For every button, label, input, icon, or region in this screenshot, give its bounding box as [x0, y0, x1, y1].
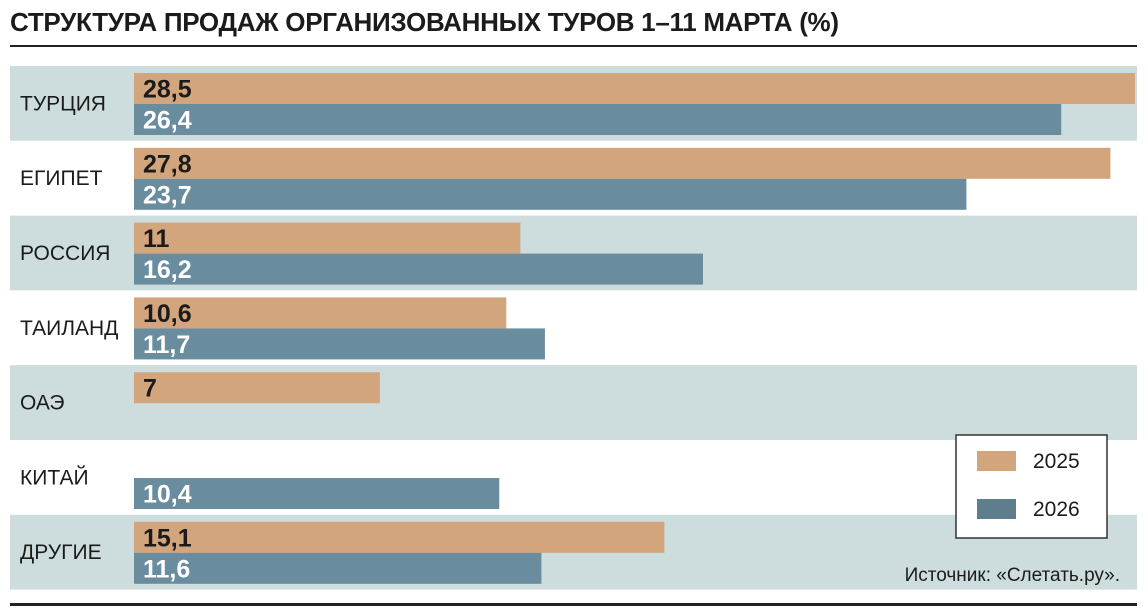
- legend-label-2025: 2025: [1033, 450, 1080, 473]
- value-label-2026-1: 26,4: [143, 107, 192, 135]
- value-label-2025-1: 28,5: [143, 76, 192, 104]
- bar-2026-7: [134, 552, 542, 584]
- category-label-4: ТАИЛАНД: [20, 317, 118, 340]
- category-label-3: РОССИЯ: [20, 242, 110, 265]
- value-label-2025-2: 27,8: [143, 150, 192, 178]
- bar-2025-5: [134, 372, 380, 404]
- legend-swatch-2026: [977, 499, 1016, 519]
- bar-2025-4: [134, 297, 507, 329]
- legend-swatch-2025: [977, 451, 1016, 471]
- title-rule: [10, 45, 1137, 47]
- value-label-2025-7: 15,1: [143, 524, 192, 552]
- legend-box: [955, 434, 1108, 539]
- bar-2026-4: [134, 328, 545, 360]
- source-note: Источник: «Слетать.ру».: [904, 565, 1120, 586]
- value-label-2026-3: 16,2: [143, 256, 192, 284]
- category-label-6: КИТАЙ: [20, 465, 89, 489]
- bar-2025-3: [134, 222, 521, 254]
- value-label-2025-5: 7: [143, 375, 157, 403]
- value-label-2026-2: 23,7: [143, 181, 192, 209]
- chart-title: СТРУКТУРА ПРОДАЖ ОРГАНИЗОВАННЫХ ТУРОВ 1–…: [10, 7, 839, 37]
- category-label-2: ЕГИПЕТ: [20, 167, 103, 190]
- value-label-2026-6: 10,4: [143, 481, 192, 509]
- bar-2026-1: [134, 104, 1062, 135]
- value-label-2025-4: 10,6: [143, 300, 192, 328]
- value-label-2026-7: 11,6: [143, 555, 190, 583]
- legend-label-2026: 2026: [1033, 498, 1080, 521]
- bar-2026-2: [134, 178, 967, 210]
- bottom-rule: [10, 603, 1137, 606]
- bar-2025-2: [134, 147, 1111, 179]
- category-label-1: ТУРЦИЯ: [20, 92, 106, 115]
- bar-2026-3: [134, 253, 703, 285]
- value-label-2026-4: 11,7: [143, 331, 190, 359]
- bar-2025-7: [134, 521, 665, 553]
- category-label-5: ОАЭ: [20, 392, 65, 415]
- value-label-2025-3: 11: [143, 225, 170, 253]
- bar-2025-1: [134, 73, 1135, 104]
- category-label-7: ДРУГИЕ: [20, 541, 102, 564]
- bar-2026-6: [134, 478, 500, 509]
